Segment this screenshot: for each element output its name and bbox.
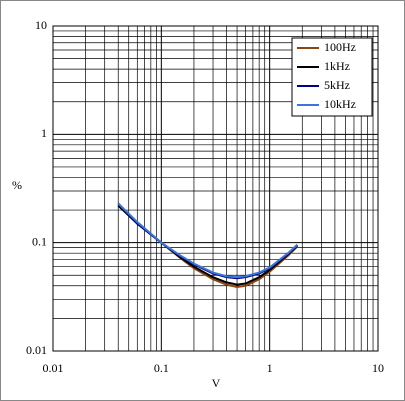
x-tick-label: 10: [372, 361, 384, 375]
series-line: [117, 202, 299, 279]
legend-box: [291, 37, 373, 117]
legend-label: 1kHz: [324, 59, 350, 73]
x-axis-label: V: [212, 376, 221, 390]
legend-label: 10kHz: [324, 97, 356, 111]
legend-label: 100Hz: [324, 40, 356, 54]
y-axis-label: %: [12, 178, 22, 192]
plot-border: [52, 25, 379, 352]
x-tick-label: 0.01: [43, 361, 64, 375]
x-tick-label: 1: [267, 361, 273, 375]
y-tick-label: 0.01: [26, 343, 47, 357]
y-tick-label: 10: [35, 18, 47, 32]
legend-label: 5kHz: [324, 78, 350, 92]
y-tick-label: 0.1: [32, 234, 47, 248]
y-tick-label: 1: [41, 126, 47, 140]
x-tick-label: 0.1: [154, 361, 169, 375]
